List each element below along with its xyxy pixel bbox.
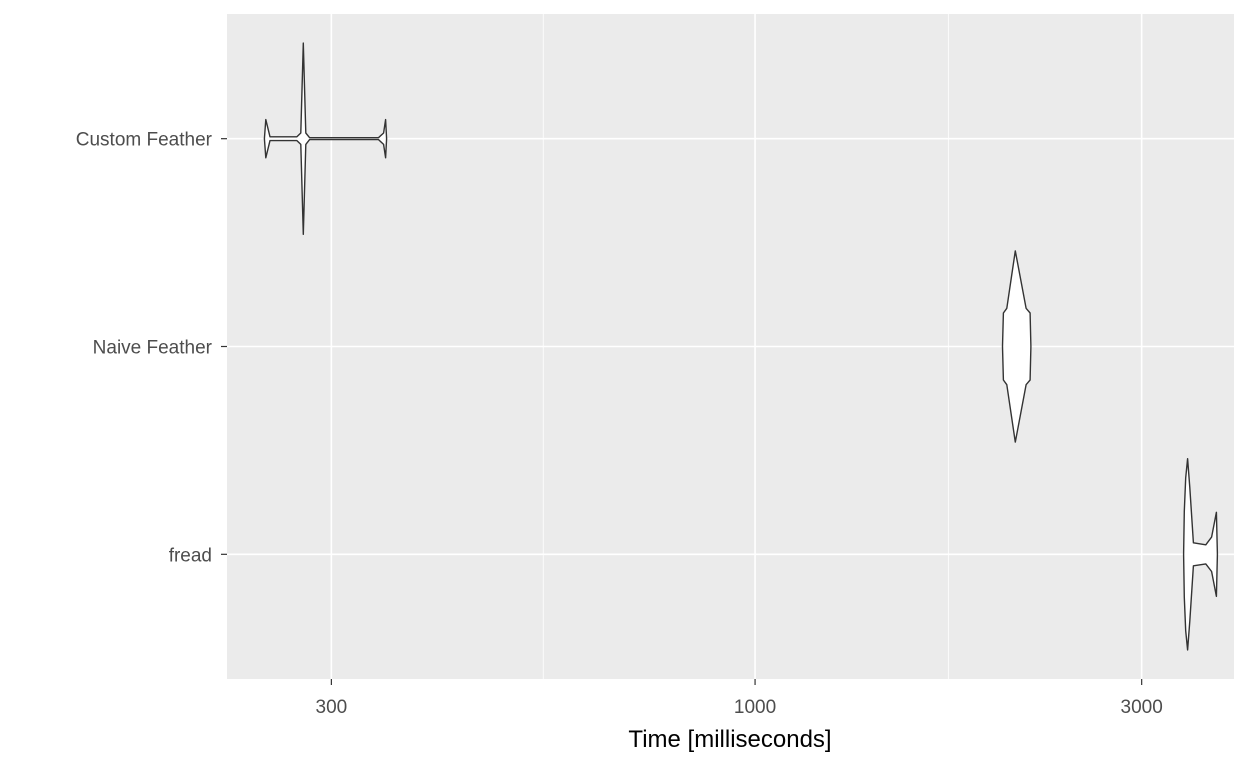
grid-lines [227, 14, 1234, 679]
y-tick-label: Naive Feather [93, 338, 213, 359]
x-tick-label: 3000 [1121, 697, 1163, 718]
x-tick-label: 1000 [734, 697, 776, 718]
violin-naive-feather [1001, 250, 1032, 443]
violin-fread [1182, 458, 1219, 651]
x-tick-label: 300 [316, 697, 348, 718]
violin-custom-feather [263, 42, 388, 235]
x-axis: 300 1000 3000 [316, 679, 1163, 718]
violins [263, 42, 1219, 651]
x-axis-title: Time [milliseconds] [628, 726, 831, 753]
y-tick-label: Custom Feather [76, 130, 213, 151]
y-axis: Custom Feather Naive Feather fread [76, 130, 227, 566]
y-tick-label: fread [169, 545, 212, 566]
